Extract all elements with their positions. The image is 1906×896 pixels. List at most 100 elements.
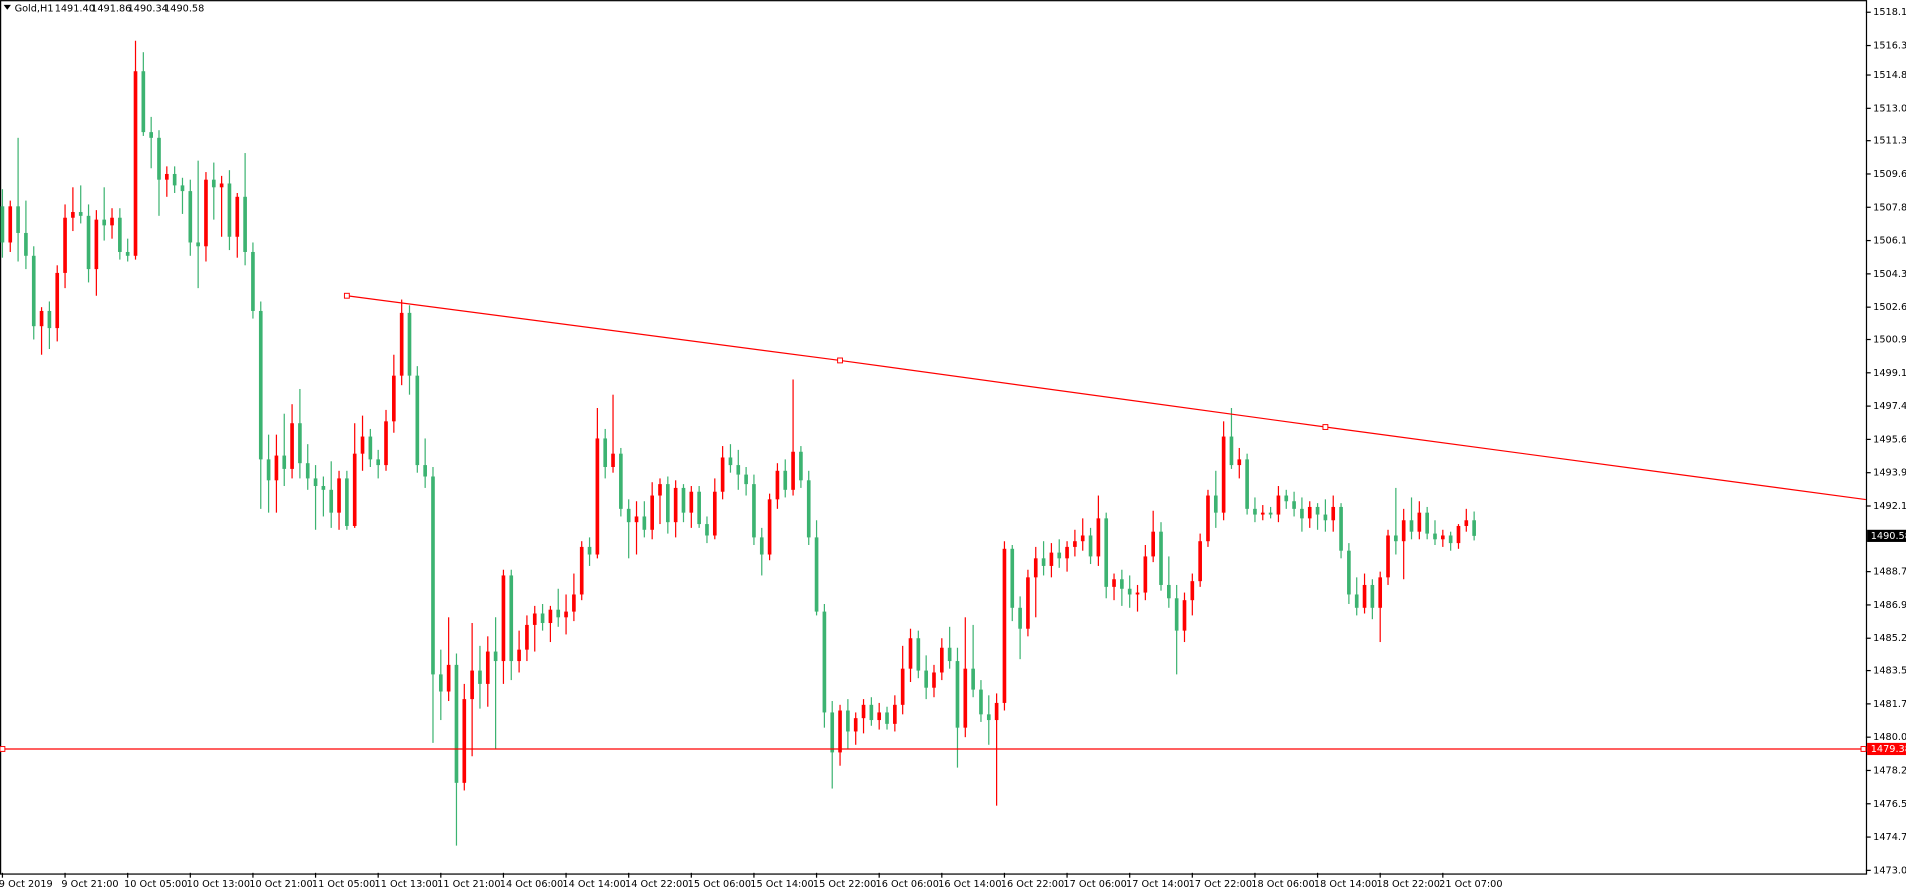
candle-body	[235, 196, 240, 237]
candle-body	[345, 478, 349, 526]
x-tick-label: 16 Oct 14:00	[938, 879, 1001, 890]
candle-body	[485, 651, 490, 684]
candle-body	[642, 516, 647, 530]
candle-body	[16, 206, 20, 233]
candle-body	[900, 668, 905, 705]
candle-body	[1127, 588, 1132, 595]
candle-body	[767, 499, 772, 555]
candle-body	[658, 484, 662, 496]
current-price-label: 1490.58	[1871, 531, 1906, 542]
candle-body	[806, 480, 811, 538]
candle-body	[501, 575, 506, 662]
candle-body	[258, 310, 263, 460]
x-tick-label: 10 Oct 05:00	[124, 879, 187, 890]
candle-body	[525, 624, 529, 650]
y-tick-label: 1497.40	[1873, 401, 1906, 412]
header-low: 1490.34	[128, 4, 168, 15]
candle-body	[478, 670, 482, 684]
candle-body	[282, 455, 287, 469]
candle-body	[681, 487, 686, 513]
y-tick-label: 1500.90	[1873, 335, 1906, 346]
candle-body	[1417, 512, 1422, 532]
candle-body	[1049, 552, 1054, 566]
y-tick-label: 1516.35	[1873, 41, 1906, 52]
candle-body	[1112, 579, 1116, 587]
trend-anchor	[837, 357, 843, 364]
x-tick-label: 15 Oct 22:00	[813, 879, 876, 890]
candle-body	[673, 487, 678, 523]
x-tick-label: 11 Oct 21:00	[437, 879, 500, 890]
candle-body	[266, 459, 271, 481]
candle-body	[728, 457, 733, 466]
candle-body	[376, 459, 381, 466]
candle-body	[1151, 531, 1156, 557]
candle-body	[172, 173, 177, 186]
trend-anchor	[1322, 424, 1329, 430]
candle-body	[188, 191, 193, 243]
candle-body	[736, 465, 741, 475]
candle-body	[689, 491, 694, 513]
candle-body	[1464, 520, 1469, 526]
candle-body	[321, 486, 326, 490]
candle-body	[759, 537, 764, 555]
x-tick-label: 15 Oct 06:00	[688, 879, 751, 890]
candle-body	[509, 575, 514, 662]
y-tick-label: 1499.15	[1873, 368, 1906, 379]
candle-body	[1386, 535, 1390, 578]
candle-body	[415, 375, 420, 466]
candle-body	[1174, 598, 1179, 631]
candle-body	[947, 647, 952, 662]
candle-body	[1221, 436, 1226, 513]
candle-body	[791, 451, 795, 490]
candle-body	[893, 704, 897, 724]
trend-anchor	[343, 292, 350, 299]
symbol-menu-arrow[interactable]	[3, 4, 11, 10]
candle-body	[1440, 535, 1445, 540]
candle-body	[462, 699, 467, 783]
y-tick-label: 1513.05	[1873, 103, 1906, 114]
x-tick-label: 18 Oct 14:00	[1314, 879, 1377, 890]
candle-body	[39, 310, 44, 327]
header-high: 1491.86	[91, 4, 131, 15]
x-tick-label: 18 Oct 22:00	[1377, 879, 1440, 890]
candle-body	[227, 183, 232, 237]
candle-body	[493, 651, 498, 662]
candle-body	[196, 242, 200, 247]
x-tick-label: 16 Oct 06:00	[876, 879, 939, 890]
candle-body	[1300, 508, 1304, 519]
candle-body	[1276, 495, 1281, 515]
candle-body	[1198, 541, 1202, 582]
candle-body	[775, 470, 780, 500]
candle-body	[1057, 552, 1062, 559]
y-tick-label: 1493.90	[1873, 468, 1906, 479]
candle-body	[1182, 600, 1187, 631]
candle-body	[298, 423, 302, 464]
candle-body	[1472, 520, 1476, 536]
candle-body	[1362, 584, 1367, 608]
candle-body	[705, 524, 709, 536]
y-tick-label: 1506.10	[1873, 236, 1906, 247]
candle-body	[932, 672, 936, 688]
candle-body	[611, 453, 615, 467]
candle-body	[720, 457, 725, 492]
candle-body	[1284, 495, 1289, 502]
x-tick-label: 18 Oct 06:00	[1251, 879, 1314, 890]
candle-body	[979, 689, 983, 715]
candle-body	[939, 647, 944, 673]
x-tick-label: 16 Oct 22:00	[1001, 879, 1064, 890]
candle-body	[470, 670, 474, 700]
candle-body	[1096, 518, 1101, 557]
x-tick-label: 14 Oct 22:00	[625, 879, 688, 890]
y-tick-label: 1502.60	[1873, 302, 1906, 313]
candle-body	[125, 251, 130, 256]
candle-body	[587, 546, 592, 555]
candle-body	[548, 609, 553, 624]
candle-body	[438, 674, 443, 692]
y-tick-label: 1486.95	[1873, 600, 1906, 611]
y-tick-label: 1476.50	[1873, 799, 1906, 810]
candle-body	[634, 516, 639, 523]
candle-body	[399, 312, 404, 376]
candle-body	[1002, 548, 1007, 703]
candle-body	[243, 196, 247, 252]
candle-body	[595, 438, 600, 555]
